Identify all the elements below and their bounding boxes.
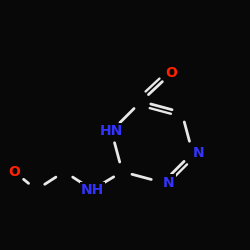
Text: N: N [163,176,175,190]
Text: O: O [165,66,177,80]
Text: NH: NH [81,183,104,197]
Text: O: O [8,165,20,179]
Text: HN: HN [100,124,123,138]
Text: N: N [193,146,204,160]
